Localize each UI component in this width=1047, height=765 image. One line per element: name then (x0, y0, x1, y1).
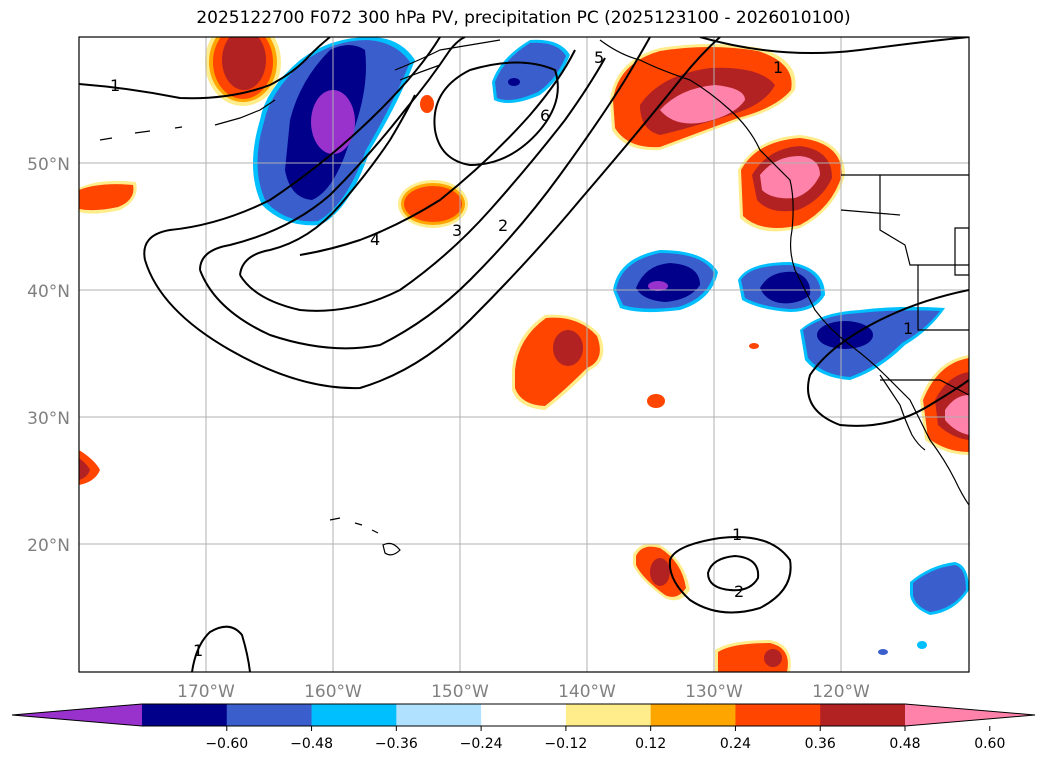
colorbar-tick-label: 0.60 (974, 736, 1005, 752)
precip-blob-tiny-positive-2 (749, 343, 759, 349)
colorbar-segment (311, 704, 397, 726)
map-title: 2025122700 F072 300 hPa PV, precipitatio… (196, 8, 851, 28)
precip-blob-subtropical-positive (512, 314, 604, 410)
lon-label: 120°W (812, 682, 870, 702)
lat-label: 40°N (27, 282, 70, 302)
contour-label: 1 (773, 58, 783, 77)
precip-blob-california-negative (738, 262, 945, 380)
colorbar-extend-high (905, 704, 1035, 726)
contour-label: 1 (193, 641, 203, 660)
contour-label: 2 (498, 216, 508, 235)
latitude-labels: 50°N 40°N 30°N 20°N (27, 155, 70, 556)
map-frame (78, 36, 970, 673)
colorbar-tick-label: 0.48 (889, 736, 920, 752)
coastlines (99, 39, 969, 556)
graticule (79, 37, 969, 672)
precip-blob-tiny-negative (878, 649, 888, 655)
precip-blob-tiny-negative-2 (917, 641, 927, 649)
colorbar-segment (396, 704, 482, 726)
pv-contours (79, 37, 969, 672)
lon-label: 140°W (558, 682, 616, 702)
colorbar-segment (226, 704, 313, 726)
colorbar-tick-label: −0.48 (290, 736, 333, 752)
colorbar-segment (481, 704, 567, 726)
contour-label: 5 (594, 48, 604, 67)
contour-label: 6 (540, 106, 550, 125)
lat-label: 20°N (27, 536, 70, 556)
precip-blob-southeast-negative (910, 562, 969, 615)
lon-label: 150°W (431, 682, 489, 702)
precip-blob-southern-positive (633, 543, 690, 601)
colorbar-tick-label: −0.24 (460, 736, 503, 752)
colorbar-segment (820, 704, 906, 726)
contour-label: 2 (734, 582, 744, 601)
precip-blob-gulf-alaska-negative (252, 37, 415, 226)
contour-label: 4 (370, 230, 380, 249)
precip-blob-bc-coast-positive (610, 44, 796, 151)
colorbar-segment (650, 704, 736, 726)
colorbar-segment (735, 704, 821, 726)
precip-blob-far-west-positive (79, 180, 137, 214)
precip-blob-small-positive (420, 95, 434, 113)
lon-label: 170°W (177, 682, 235, 702)
pv-contour-labels: 1 1 1 1 2 2 3 4 5 6 1 (110, 48, 913, 660)
colorbar-tick-label: 0.36 (805, 736, 836, 752)
contour-label: 3 (452, 221, 462, 240)
colorbar: −0.60 −0.48 −0.36 −0.24 −0.12 0.12 0.24 0.36 0.4… (11, 703, 1036, 752)
precip-blob-bottom-positive (715, 640, 791, 672)
lat-label: 50°N (27, 155, 70, 175)
precip-blob-tiny-positive (647, 394, 665, 408)
colorbar-tick-label: 0.24 (720, 736, 751, 752)
lon-label: 160°W (304, 682, 362, 702)
precip-blob-north-pacific-negative (492, 39, 570, 104)
colorbar-tick-label: −0.36 (375, 736, 418, 752)
precip-blob-west-edge-positive (79, 450, 100, 485)
longitude-labels: 170°W 160°W 150°W 140°W 130°W 120°W (177, 682, 870, 702)
colorbar-tick-label: −0.12 (544, 736, 587, 752)
lat-label: 30°N (27, 409, 70, 429)
contour-label: 1 (110, 76, 120, 95)
precip-blob-mexico-positive (920, 355, 969, 455)
colorbar-tick-label: −0.60 (205, 736, 248, 752)
contour-label: 1 (732, 525, 742, 544)
colorbar-segment (565, 704, 652, 726)
lon-label: 130°W (685, 682, 743, 702)
contour-label: 1 (903, 319, 913, 338)
colorbar-tick-label: 0.12 (635, 736, 666, 752)
colorbar-extend-low (12, 704, 142, 726)
colorbar-segment (142, 704, 228, 726)
precip-blob-central-pacific-negative (613, 250, 718, 313)
colorbar-outline (11, 703, 1036, 727)
